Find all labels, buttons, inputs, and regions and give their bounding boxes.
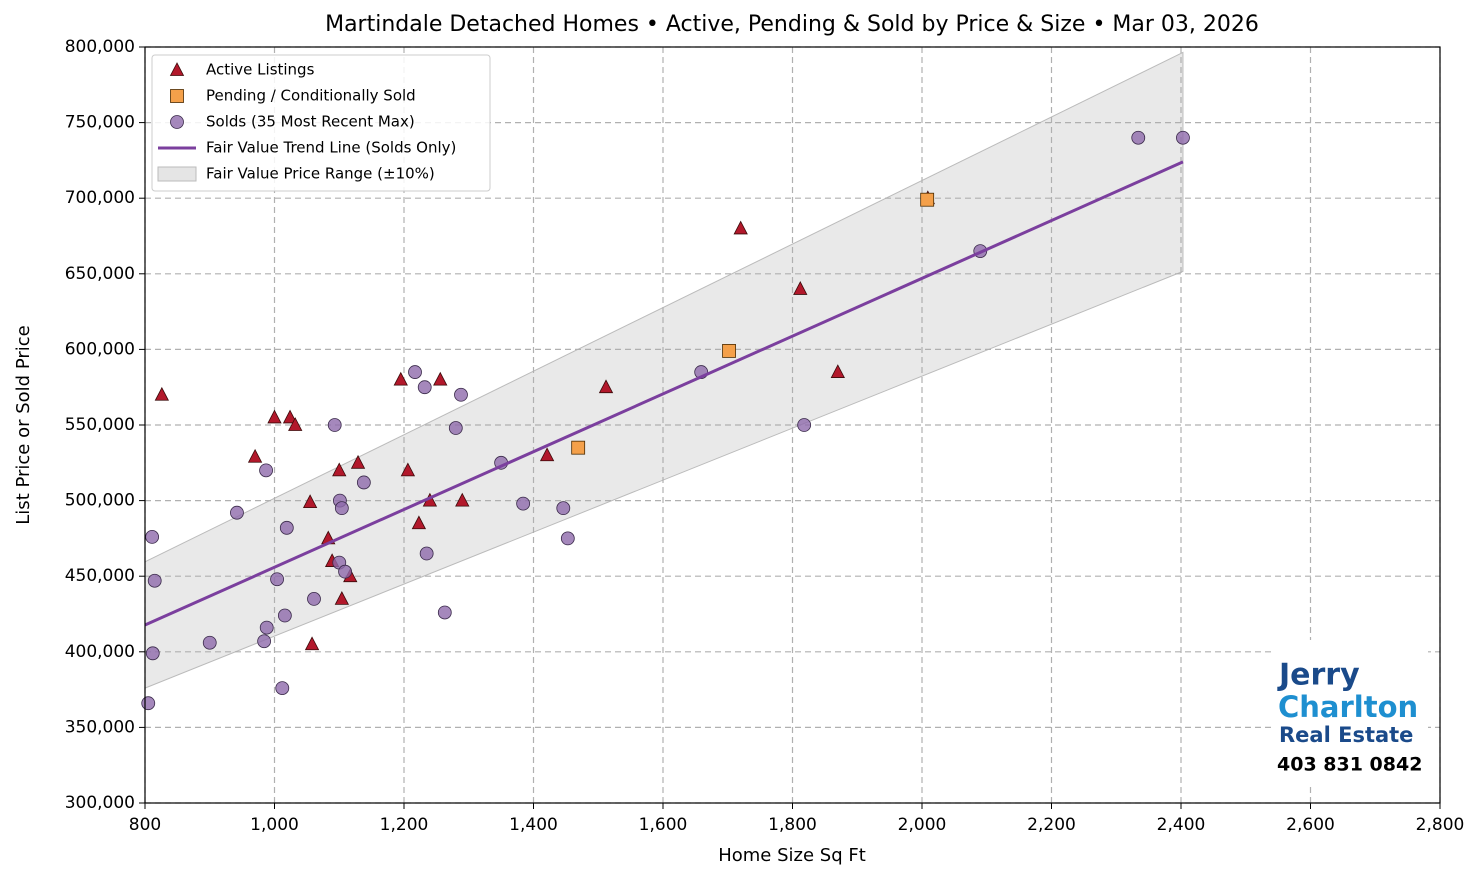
square-marker: [920, 192, 935, 207]
circle-marker: [338, 564, 352, 579]
x-tick-label: 800: [129, 815, 161, 835]
circle-marker: [516, 496, 531, 511]
legend-box: [151, 54, 491, 192]
x-tick-label: 1,800: [768, 815, 817, 835]
circle-marker: [230, 505, 244, 520]
x-tick-label: 2,200: [1027, 815, 1076, 835]
chart-title: Martindale Detached Homes • Active, Pend…: [325, 12, 1259, 37]
triangle-marker: [793, 281, 808, 295]
legend-label: Active Listings: [206, 61, 315, 79]
triangle-marker: [288, 417, 303, 431]
circle-marker: [334, 501, 349, 516]
logo-name: Jerry: [1277, 658, 1360, 693]
circle-marker: [202, 635, 217, 650]
circle-marker: [279, 520, 294, 535]
triangle-marker: [332, 462, 347, 477]
triangle-marker: [169, 62, 185, 76]
triangle-marker: [267, 409, 282, 424]
triangle-marker: [350, 454, 366, 469]
circle-marker: [145, 529, 160, 544]
circle-marker: [1131, 130, 1146, 145]
legend-label: Fair Value Trend Line (Solds Only): [206, 139, 456, 157]
y-tick-label: 600,000: [65, 339, 135, 359]
legend-label: Solds (35 Most Recent Max): [206, 113, 415, 131]
triangle-marker: [733, 220, 748, 235]
circle-marker: [419, 546, 434, 561]
y-tick-label: 500,000: [65, 491, 135, 511]
circle-marker: [277, 608, 292, 623]
triangle-marker: [411, 515, 427, 530]
circle-marker: [417, 380, 432, 395]
triangle-marker: [455, 492, 470, 507]
circle-marker: [259, 620, 274, 635]
legend-label: Pending / Conditionally Sold: [206, 87, 416, 105]
circle-marker: [408, 365, 422, 379]
circle-marker: [145, 646, 160, 661]
triangle-marker: [393, 371, 408, 386]
legend: Active Listings Pending / Conditionally S…: [151, 54, 491, 192]
triangle-marker: [433, 371, 448, 386]
circle-marker: [327, 418, 342, 432]
x-tick-label: 2,000: [898, 815, 947, 835]
circle-marker: [147, 573, 162, 588]
triangle-marker: [539, 447, 555, 462]
triangle-marker: [304, 636, 320, 651]
x-tick-label: 1,000: [250, 815, 299, 835]
x-tick-label: 1,400: [509, 815, 558, 835]
y-tick-label: 400,000: [65, 642, 135, 662]
y-tick-label: 450,000: [65, 566, 135, 586]
circle-marker: [797, 418, 812, 432]
y-tick-label: 700,000: [65, 188, 135, 208]
x-tick-label: 2,800: [1416, 815, 1465, 835]
circle-marker: [307, 591, 321, 606]
y-axis-label: List Price or Sold Price: [13, 325, 34, 524]
circle-marker: [259, 463, 273, 478]
logo-background: [1272, 640, 1428, 785]
square-marker: [170, 89, 184, 103]
triangle-marker: [302, 494, 318, 509]
y-tick-label: 800,000: [65, 37, 135, 57]
circle-marker: [141, 696, 156, 711]
logo-company: Real Estate: [1279, 723, 1413, 747]
y-tick-label: 650,000: [65, 264, 135, 284]
logo-name: Charlton: [1278, 690, 1418, 724]
circle-marker: [1176, 130, 1190, 145]
circle-marker: [448, 421, 463, 435]
circle-marker: [270, 572, 284, 587]
circle-marker: [454, 387, 468, 402]
y-tick-label: 350,000: [65, 717, 135, 737]
trend-line: [144, 160, 1184, 627]
x-axis-label: Home Size Sq Ft: [718, 845, 866, 866]
circle-marker: [275, 681, 290, 695]
triangle-marker: [247, 448, 263, 463]
circle-marker: [257, 634, 272, 649]
x-tick-label: 2,600: [1286, 815, 1335, 835]
triangle-marker: [830, 364, 845, 378]
legend-swatch: [157, 166, 197, 182]
circle-marker: [170, 115, 184, 129]
triangle-marker: [282, 409, 298, 424]
triangle-marker: [400, 462, 416, 477]
x-tick-label: 1,200: [380, 815, 429, 835]
circle-marker: [556, 501, 571, 516]
triangle-marker: [154, 386, 169, 401]
circle-marker: [437, 605, 452, 620]
y-tick-label: 300,000: [65, 793, 135, 813]
x-tick-label: 2,400: [1157, 815, 1206, 835]
y-tick-label: 750,000: [65, 113, 135, 133]
y-tick-label: 550,000: [65, 415, 135, 435]
circle-marker: [560, 531, 575, 546]
triangle-marker: [598, 379, 614, 394]
x-tick-label: 1,600: [639, 815, 688, 835]
square-marker: [722, 344, 736, 358]
square-marker: [571, 440, 586, 455]
legend-label: Fair Value Price Range (±10%): [206, 165, 435, 183]
circle-marker: [356, 475, 371, 490]
triangle-marker: [334, 591, 349, 605]
plot-frame: [144, 46, 1441, 804]
logo-phone: 403 831 0842: [1277, 754, 1422, 776]
